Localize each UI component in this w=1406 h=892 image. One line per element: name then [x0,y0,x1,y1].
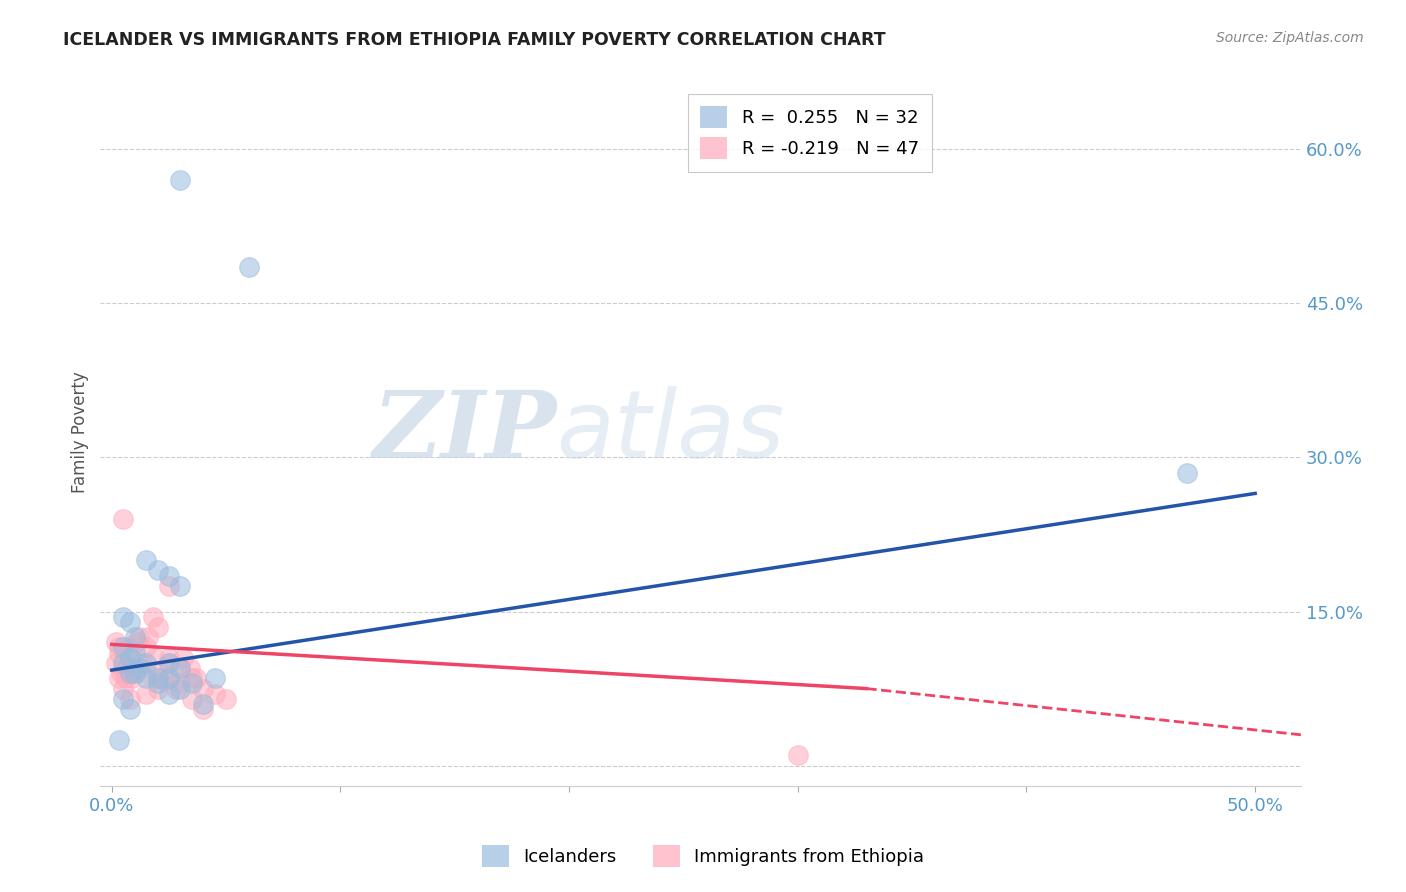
Point [157,656,180,670]
Point [114,671,136,685]
Point [105,656,128,670]
Point [169,661,191,675]
Point [157,671,180,685]
Point [146,676,169,690]
Point [135,687,157,701]
Point [120,615,142,629]
Point [112,640,135,655]
Point [186,671,208,685]
Point [107,646,129,660]
Point [112,609,135,624]
Point [107,640,129,655]
Point [157,671,180,685]
Point [157,650,180,665]
Point [120,650,142,665]
Point [193,697,215,711]
Point [117,640,139,655]
Y-axis label: Family Poverty: Family Poverty [72,371,89,492]
Point [120,650,142,665]
Text: ZIP: ZIP [373,387,557,477]
Point [142,609,165,624]
Point [143,650,166,665]
Point [124,661,146,675]
Point [238,260,260,275]
Point [128,661,150,675]
Point [169,681,191,696]
Point [157,656,180,670]
Point [135,553,157,567]
Point [169,661,191,675]
Point [120,702,142,716]
Point [150,671,173,685]
Point [135,671,157,685]
Point [169,579,191,593]
Point [135,656,157,670]
Point [193,702,215,716]
Point [157,687,180,701]
Point [124,666,146,681]
Point [107,671,129,685]
Text: ICELANDER VS IMMIGRANTS FROM ETHIOPIA FAMILY POVERTY CORRELATION CHART: ICELANDER VS IMMIGRANTS FROM ETHIOPIA FA… [63,31,886,49]
Point [146,671,169,685]
Point [180,676,202,690]
Point [117,661,139,675]
Point [204,687,226,701]
Point [193,681,215,696]
Point [204,671,226,685]
Point [135,666,157,681]
Point [172,650,194,665]
Point [146,681,169,696]
Point [112,681,135,696]
Point [120,691,142,706]
Point [146,564,169,578]
Point [105,635,128,649]
Point [120,666,142,681]
Legend: Icelanders, Immigrants from Ethiopia: Icelanders, Immigrants from Ethiopia [475,838,931,874]
Point [786,748,808,763]
Point [110,666,132,681]
Point [215,691,238,706]
Point [180,671,202,685]
Point [1175,466,1198,480]
Point [169,173,191,187]
Point [146,620,169,634]
Point [124,630,146,644]
Point [124,646,146,660]
Point [128,630,150,644]
Point [121,666,143,681]
Point [125,635,148,649]
Point [112,656,135,670]
Point [157,579,180,593]
Point [112,512,135,526]
Text: Source: ZipAtlas.com: Source: ZipAtlas.com [1216,31,1364,45]
Point [179,661,201,675]
Legend: R =  0.255   N = 32, R = -0.219   N = 47: R = 0.255 N = 32, R = -0.219 N = 47 [688,94,932,172]
Point [135,640,157,655]
Point [138,630,160,644]
Point [131,656,153,670]
Point [107,733,129,747]
Point [157,568,180,582]
Point [169,676,191,690]
Point [112,691,135,706]
Text: atlas: atlas [557,386,785,477]
Point [165,681,187,696]
Point [121,671,143,685]
Point [180,691,202,706]
Point [146,671,169,685]
Point [112,661,135,675]
